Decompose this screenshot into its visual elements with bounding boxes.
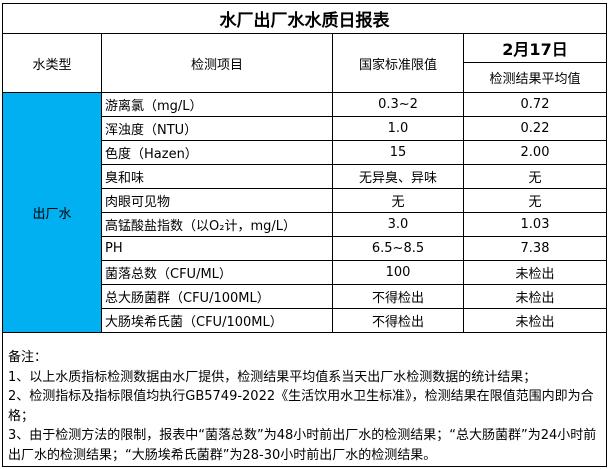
standard-limit: 100 — [332, 260, 464, 285]
standard-limit: 3.0 — [332, 212, 464, 237]
standard-limit: 1.0 — [332, 116, 464, 141]
header-result-average: 检测结果平均值 — [463, 62, 607, 93]
standard-limit: 无 — [332, 188, 464, 213]
header-row-bottom: 检测结果平均值 — [3, 62, 607, 93]
item-name: 肉眼可见物 — [101, 188, 333, 213]
item-name: 高锰酸盐指数（以O₂计，mg/L） — [101, 212, 333, 237]
result-value: 未检出 — [463, 260, 607, 285]
result-value: 2.00 — [463, 140, 607, 165]
table-row: 色度（Hazen） 15 2.00 — [3, 140, 607, 165]
note-item-3: 3、由于检测方法的限制，报表中“菌落总数”为48小时前出厂水的检测结果；“总大肠… — [8, 428, 597, 463]
item-name: 色度（Hazen） — [101, 140, 333, 165]
table-row: 浑浊度（NTU） 1.0 0.22 — [3, 116, 607, 141]
water-type-merged-cell: 出厂水 — [2, 92, 102, 333]
table-row: 肉眼可见物 无 无 — [3, 188, 607, 213]
standard-limit: 15 — [332, 140, 464, 165]
item-name: PH — [101, 236, 333, 261]
result-value: 无 — [463, 164, 607, 189]
title-row: 水厂出厂水水质日报表 — [2, 3, 607, 34]
notes-label: 备注： — [8, 350, 48, 365]
result-value: 7.38 — [463, 236, 607, 261]
item-name: 臭和味 — [101, 164, 333, 189]
header-water-type: 水类型 — [2, 33, 102, 93]
header-date: 2月17日 — [463, 33, 607, 63]
standard-limit: 不得检出 — [332, 284, 464, 309]
result-value: 0.22 — [463, 116, 607, 141]
item-name: 菌落总数（CFU/ML） — [101, 260, 333, 285]
table-row: 出厂水 游离氯（mg/L） 0.3~2 0.72 — [2, 92, 607, 333]
table-row: 总大肠菌群（CFU/100ML） 不得检出 未检出 — [3, 284, 607, 309]
notes-row: 备注： 1、以上水质指标检测数据由水厂提供，检测结果平均值系当天出厂水检测数据的… — [2, 332, 607, 467]
header-row-top: 水类型 检测项目 国家标准限值 2月17日 — [2, 33, 607, 93]
result-value: 0.72 — [463, 92, 607, 117]
standard-limit: 0.3~2 — [332, 92, 464, 117]
standard-limit: 6.5~8.5 — [332, 236, 464, 261]
table-row: 高锰酸盐指数（以O₂计，mg/L） 3.0 1.03 — [3, 212, 607, 237]
note-item-2: 2、检测指标及指标限值均执行GB5749-2022《生活饮用水卫生标准》，检测结… — [8, 389, 594, 424]
result-value: 未检出 — [463, 284, 607, 309]
item-name: 游离氯（mg/L） — [101, 92, 333, 117]
page-title: 水厂出厂水水质日报表 — [2, 3, 607, 34]
table-row: 菌落总数（CFU/ML） 100 未检出 — [3, 260, 607, 285]
standard-limit: 无异臭、异味 — [332, 164, 464, 189]
result-value: 无 — [463, 188, 607, 213]
notes-section: 备注： 1、以上水质指标检测数据由水厂提供，检测结果平均值系当天出厂水检测数据的… — [2, 332, 607, 467]
header-test-item: 检测项目 — [101, 33, 333, 93]
table-row: 大肠埃希氏菌（CFU/100ML） 不得检出 未检出 — [3, 308, 607, 333]
item-name: 总大肠菌群（CFU/100ML） — [101, 284, 333, 309]
water-quality-report-table: 水厂出厂水水质日报表 水类型 检测项目 国家标准限值 2月17日 检测结果平均值… — [2, 3, 607, 467]
result-value: 1.03 — [463, 212, 607, 237]
table-row: PH 6.5~8.5 7.38 — [3, 236, 607, 261]
header-national-standard: 国家标准限值 — [332, 33, 464, 93]
item-name: 大肠埃希氏菌（CFU/100ML） — [101, 308, 333, 333]
result-value: 未检出 — [463, 308, 607, 333]
table-row: 臭和味 无异臭、异味 无 — [3, 164, 607, 189]
note-item-1: 1、以上水质指标检测数据由水厂提供，检测结果平均值系当天出厂水检测数据的统计结果… — [8, 369, 537, 385]
standard-limit: 不得检出 — [332, 308, 464, 333]
item-name: 浑浊度（NTU） — [101, 116, 333, 141]
